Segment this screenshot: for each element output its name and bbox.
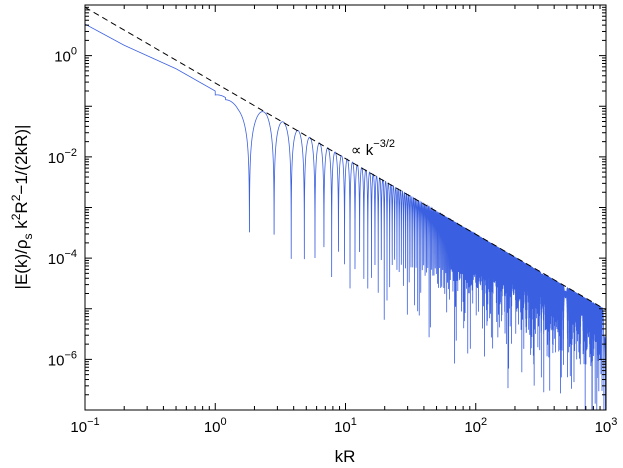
- power-law-annotation: ∝ k−3/2: [351, 138, 395, 159]
- x-tick-label: 10−1: [70, 416, 99, 436]
- y-tick-label: 100: [54, 46, 77, 66]
- plot-frame: [84, 4, 607, 411]
- y-axis-label: |E(k)/ρs k2R2−1/(2kR)|: [9, 125, 35, 290]
- x-axis-label: kR: [335, 447, 356, 466]
- y-tick-label: 10−6: [48, 349, 77, 369]
- x-tick-label: 100: [204, 416, 227, 436]
- tick-labels: 10−1 100 101 102 103 10−6 10−4 10−2 100: [48, 46, 618, 436]
- y-tick-label: 10−2: [48, 147, 77, 167]
- x-tick-label: 102: [464, 416, 487, 436]
- series-spectrum-line: [85, 23, 606, 410]
- x-tick-label: 103: [595, 416, 618, 436]
- y-tick-label: 10−4: [48, 248, 77, 268]
- x-tick-label: 101: [334, 416, 357, 436]
- series-power-law-dashed-line: [85, 6, 606, 311]
- axis-ticks: [84, 4, 607, 411]
